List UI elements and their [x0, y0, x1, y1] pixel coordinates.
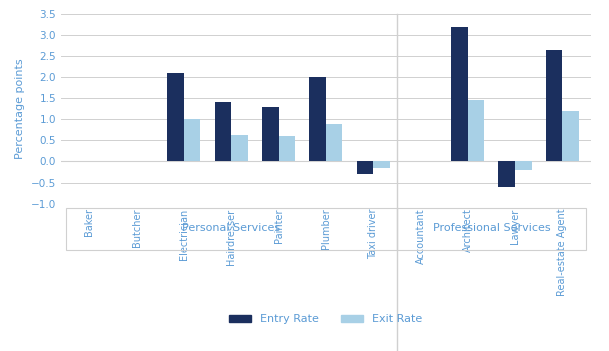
Legend: Entry Rate, Exit Rate: Entry Rate, Exit Rate	[225, 310, 427, 329]
Bar	[397, 208, 586, 250]
Bar	[499, 161, 515, 187]
Bar	[184, 119, 200, 161]
Bar	[546, 50, 562, 161]
Bar	[214, 102, 231, 161]
Y-axis label: Percentage points: Percentage points	[15, 59, 25, 159]
Bar	[262, 107, 278, 161]
Bar	[309, 77, 326, 161]
Bar	[66, 208, 397, 250]
Bar	[468, 100, 484, 161]
Bar	[326, 124, 342, 161]
Bar	[562, 111, 579, 161]
Bar	[451, 27, 468, 161]
Bar	[515, 161, 532, 170]
Text: Professional Services: Professional Services	[432, 223, 550, 233]
Bar	[167, 73, 184, 161]
Bar	[373, 161, 390, 168]
Bar	[278, 136, 295, 161]
Text: Personal Services: Personal Services	[182, 223, 280, 233]
Bar	[231, 135, 248, 161]
Bar	[356, 161, 373, 174]
